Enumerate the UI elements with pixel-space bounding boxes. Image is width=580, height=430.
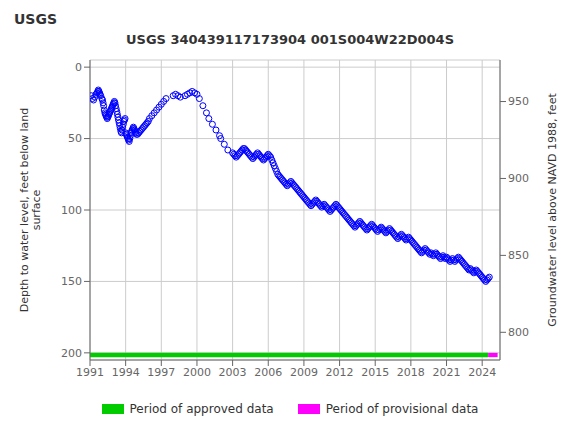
svg-text:950: 950 <box>508 95 529 108</box>
svg-text:Depth to water level, feet bel: Depth to water level, feet below landsur… <box>18 108 43 313</box>
svg-text:2006: 2006 <box>254 366 282 379</box>
svg-text:1997: 1997 <box>147 366 175 379</box>
svg-text:800: 800 <box>508 326 529 339</box>
svg-text:200: 200 <box>61 347 82 360</box>
svg-text:2000: 2000 <box>183 366 211 379</box>
svg-text:2012: 2012 <box>326 366 354 379</box>
svg-text:2021: 2021 <box>433 366 461 379</box>
svg-text:150: 150 <box>61 275 82 288</box>
svg-text:100: 100 <box>61 204 82 217</box>
html-text:USGS 340439117173904 001S004W2: USGS 340439117173904 001S004W22D004S <box>126 32 454 47</box>
svg-text:900: 900 <box>508 172 529 185</box>
svg-text:2003: 2003 <box>219 366 247 379</box>
svg-text:1994: 1994 <box>112 366 140 379</box>
svg-text:1991: 1991 <box>76 366 104 379</box>
svg-text:50: 50 <box>68 132 82 145</box>
svg-text:2009: 2009 <box>290 366 318 379</box>
svg-text:0: 0 <box>75 61 82 74</box>
html-text:USGS: USGS <box>14 11 57 27</box>
svg-text:2024: 2024 <box>468 366 496 379</box>
svg-text:Groundwater level above NAVD 1: Groundwater level above NAVD 1988, feet <box>546 93 559 327</box>
svg-text:2015: 2015 <box>361 366 389 379</box>
svg-text:2018: 2018 <box>397 366 425 379</box>
html-text:Period of approved data: Period of approved data <box>129 402 274 416</box>
html-text:Period of provisional data: Period of provisional data <box>325 402 479 416</box>
svg-text:850: 850 <box>508 249 529 262</box>
